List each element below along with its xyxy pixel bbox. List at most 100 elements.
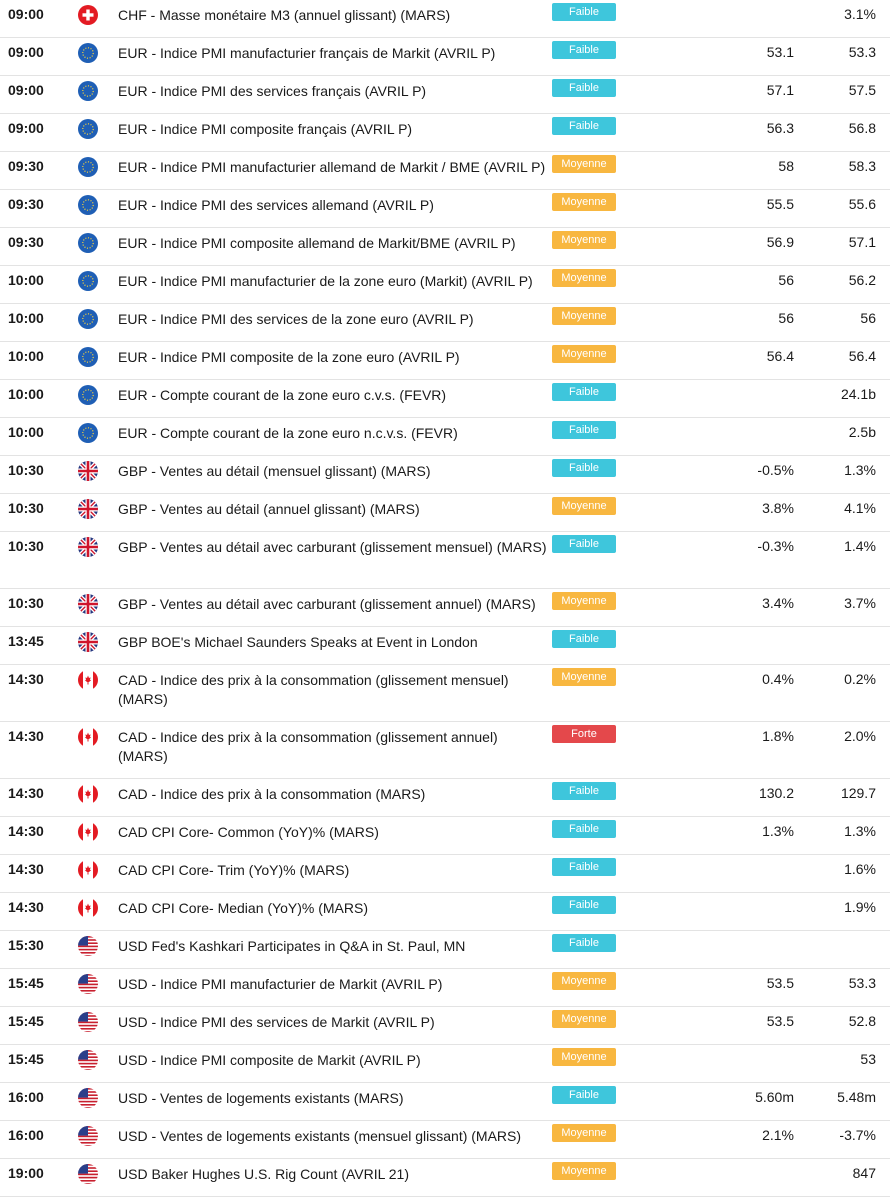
impact-badge: Faible: [552, 535, 616, 553]
event-title[interactable]: CAD CPI Core- Common (YoY)% (MARS): [118, 824, 379, 840]
event-title[interactable]: CAD - Indice des prix à la consommation …: [118, 729, 498, 764]
ca-flag-icon: [78, 727, 98, 747]
event-title[interactable]: GBP - Ventes au détail (mensuel glissant…: [118, 463, 431, 479]
impact-badge: Faible: [552, 79, 616, 97]
event-time: 10:00: [8, 348, 44, 364]
calendar-row[interactable]: 14:30 CAD CPI Core- Trim (YoY)% (MARS) F…: [0, 855, 890, 893]
calendar-row[interactable]: 09:00 EUR - Indice PMI manufacturier fra…: [0, 38, 890, 76]
previous-value: 2.0%: [844, 728, 876, 744]
event-title[interactable]: EUR - Compte courant de la zone euro c.v…: [118, 387, 447, 403]
us-flag-icon: [78, 1126, 98, 1146]
calendar-row[interactable]: 14:30 CAD - Indice des prix à la consomm…: [0, 665, 890, 722]
calendar-row[interactable]: 15:45 USD - Indice PMI manufacturier de …: [0, 969, 890, 1007]
calendar-row[interactable]: 10:30 GBP - Ventes au détail (annuel gli…: [0, 494, 890, 532]
event-time: 15:45: [8, 1051, 44, 1067]
event-time: 09:30: [8, 158, 44, 174]
event-title[interactable]: CHF - Masse monétaire M3 (annuel glissan…: [118, 7, 451, 23]
forecast-value: 56: [778, 310, 794, 326]
event-title[interactable]: EUR - Indice PMI manufacturier de la zon…: [118, 273, 533, 289]
impact-badge: Faible: [552, 858, 616, 876]
event-title[interactable]: CAD - Indice des prix à la consommation …: [118, 786, 426, 802]
calendar-row[interactable]: 15:45 USD - Indice PMI composite de Mark…: [0, 1045, 890, 1083]
event-title[interactable]: GBP - Ventes au détail avec carburant (g…: [118, 539, 547, 555]
calendar-row[interactable]: 10:00 EUR - Indice PMI manufacturier de …: [0, 266, 890, 304]
event-time: 14:30: [8, 861, 44, 877]
event-time: 15:30: [8, 937, 44, 953]
impact-badge: Faible: [552, 896, 616, 914]
calendar-row[interactable]: 10:00 EUR - Indice PMI des services de l…: [0, 304, 890, 342]
event-time: 14:30: [8, 785, 44, 801]
impact-badge: Moyenne: [552, 497, 616, 515]
impact-badge: Faible: [552, 1086, 616, 1104]
calendar-row[interactable]: 10:30 GBP - Ventes au détail avec carbur…: [0, 589, 890, 627]
event-title[interactable]: EUR - Indice PMI composite français (AVR…: [118, 121, 413, 137]
event-title[interactable]: USD - Ventes de logements existants (men…: [118, 1128, 522, 1144]
event-title[interactable]: EUR - Indice PMI composite de la zone eu…: [118, 349, 460, 365]
calendar-row[interactable]: 10:30 GBP - Ventes au détail (mensuel gl…: [0, 456, 890, 494]
calendar-row[interactable]: 09:30 EUR - Indice PMI composite alleman…: [0, 228, 890, 266]
event-title[interactable]: USD - Indice PMI des services de Markit …: [118, 1014, 435, 1030]
event-title[interactable]: EUR - Indice PMI des services allemand (…: [118, 197, 434, 213]
event-title[interactable]: USD Baker Hughes U.S. Rig Count (AVRIL 2…: [118, 1166, 410, 1182]
ca-flag-icon: [78, 860, 98, 880]
eu-flag-icon: [78, 385, 98, 405]
eu-flag-icon: [78, 233, 98, 253]
calendar-row[interactable]: 16:00 USD - Ventes de logements existant…: [0, 1083, 890, 1121]
impact-badge: Moyenne: [552, 668, 616, 686]
us-flag-icon: [78, 1164, 98, 1184]
calendar-row[interactable]: 09:30 EUR - Indice PMI manufacturier all…: [0, 152, 890, 190]
calendar-row[interactable]: 16:00 USD - Ventes de logements existant…: [0, 1121, 890, 1159]
calendar-row[interactable]: 19:00 USD Baker Hughes U.S. Rig Count (A…: [0, 1159, 890, 1197]
forecast-value: 55.5: [766, 196, 794, 212]
calendar-row[interactable]: 14:30 CAD - Indice des prix à la consomm…: [0, 722, 890, 779]
previous-value: 1.9%: [844, 899, 876, 915]
calendar-row[interactable]: 10:00 EUR - Compte courant de la zone eu…: [0, 418, 890, 456]
event-title[interactable]: EUR - Indice PMI composite allemand de M…: [118, 235, 516, 251]
forecast-value: 2.1%: [762, 1127, 794, 1143]
event-time: 14:30: [8, 671, 44, 687]
calendar-row[interactable]: 09:00 EUR - Indice PMI composite françai…: [0, 114, 890, 152]
impact-badge: Moyenne: [552, 231, 616, 249]
calendar-row[interactable]: 15:45 USD - Indice PMI des services de M…: [0, 1007, 890, 1045]
event-time: 10:00: [8, 386, 44, 402]
event-title[interactable]: USD Fed's Kashkari Participates in Q&A i…: [118, 938, 466, 954]
calendar-row[interactable]: 14:30 CAD CPI Core- Median (YoY)% (MARS)…: [0, 893, 890, 931]
event-title[interactable]: USD - Indice PMI manufacturier de Markit…: [118, 976, 443, 992]
event-title[interactable]: USD - Indice PMI composite de Markit (AV…: [118, 1052, 421, 1068]
event-title[interactable]: USD - Ventes de logements existants (MAR…: [118, 1090, 404, 1106]
uk-flag-icon: [78, 632, 98, 652]
event-title[interactable]: EUR - Indice PMI des services de la zone…: [118, 311, 474, 327]
forecast-value: -0.5%: [757, 462, 794, 478]
calendar-row[interactable]: 10:00 EUR - Compte courant de la zone eu…: [0, 380, 890, 418]
us-flag-icon: [78, 1050, 98, 1070]
event-title[interactable]: EUR - Indice PMI manufacturier allemand …: [118, 159, 546, 175]
calendar-row[interactable]: 09:30 EUR - Indice PMI des services alle…: [0, 190, 890, 228]
calendar-row[interactable]: 10:00 EUR - Indice PMI composite de la z…: [0, 342, 890, 380]
event-title[interactable]: CAD CPI Core- Trim (YoY)% (MARS): [118, 862, 350, 878]
event-title[interactable]: CAD CPI Core- Median (YoY)% (MARS): [118, 900, 368, 916]
event-time: 15:45: [8, 975, 44, 991]
previous-value: 56.4: [848, 348, 876, 364]
calendar-row[interactable]: 09:00 CHF - Masse monétaire M3 (annuel g…: [0, 0, 890, 38]
event-title[interactable]: GBP BOE's Michael Saunders Speaks at Eve…: [118, 634, 478, 650]
event-title[interactable]: GBP - Ventes au détail (annuel glissant)…: [118, 501, 420, 517]
impact-badge: Moyenne: [552, 269, 616, 287]
calendar-row[interactable]: 15:30 USD Fed's Kashkari Participates in…: [0, 931, 890, 969]
previous-value: 3.1%: [844, 6, 876, 22]
event-title[interactable]: CAD - Indice des prix à la consommation …: [118, 672, 509, 707]
calendar-row[interactable]: 14:30 CAD - Indice des prix à la consomm…: [0, 779, 890, 817]
impact-badge: Faible: [552, 459, 616, 477]
calendar-row[interactable]: 13:45 GBP BOE's Michael Saunders Speaks …: [0, 627, 890, 665]
previous-value: 847: [852, 1165, 876, 1181]
ca-flag-icon: [78, 898, 98, 918]
eu-flag-icon: [78, 119, 98, 139]
event-title[interactable]: GBP - Ventes au détail avec carburant (g…: [118, 596, 536, 612]
event-title[interactable]: EUR - Compte courant de la zone euro n.c…: [118, 425, 458, 441]
eu-flag-icon: [78, 347, 98, 367]
event-title[interactable]: EUR - Indice PMI des services français (…: [118, 83, 427, 99]
event-time: 10:00: [8, 272, 44, 288]
event-title[interactable]: EUR - Indice PMI manufacturier français …: [118, 45, 496, 61]
calendar-row[interactable]: 10:30 GBP - Ventes au détail avec carbur…: [0, 532, 890, 589]
calendar-row[interactable]: 14:30 CAD CPI Core- Common (YoY)% (MARS)…: [0, 817, 890, 855]
calendar-row[interactable]: 09:00 EUR - Indice PMI des services fran…: [0, 76, 890, 114]
